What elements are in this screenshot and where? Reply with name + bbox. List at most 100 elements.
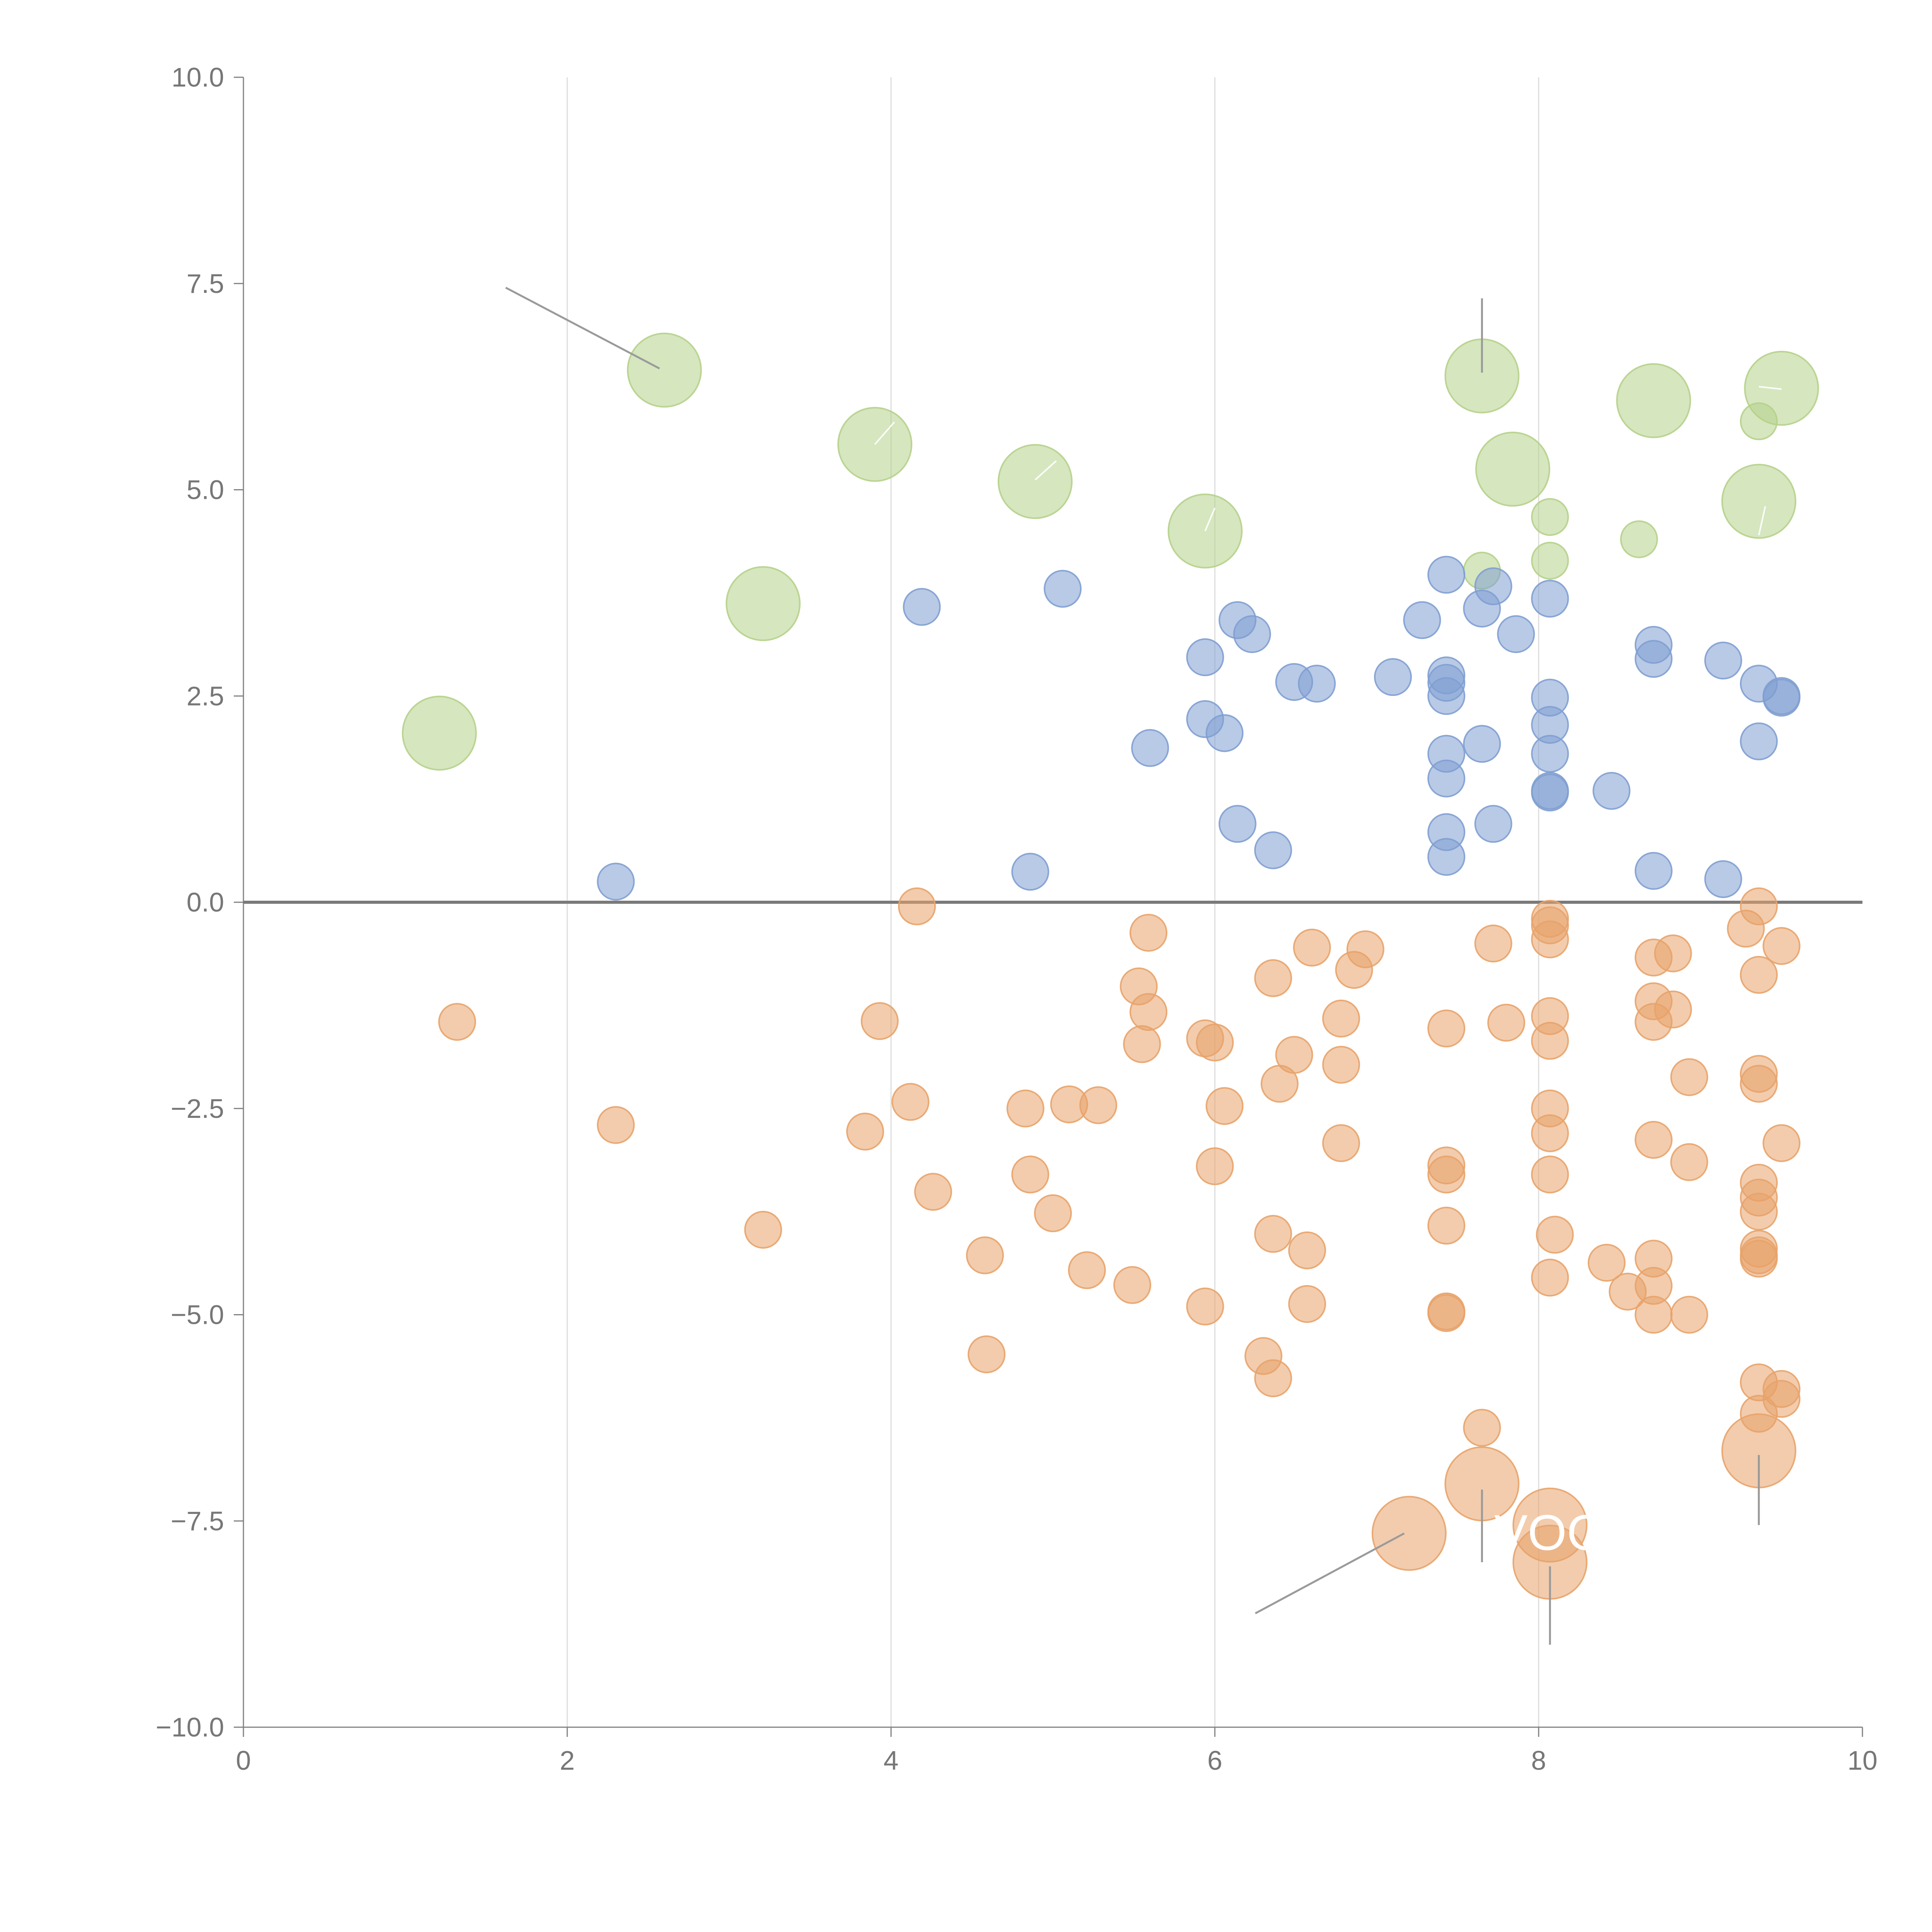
data-point — [898, 887, 936, 925]
annotation-leader — [1034, 460, 1057, 481]
y-tick-label: −7.5 — [171, 1506, 224, 1536]
annotation-leader — [505, 287, 660, 369]
data-point — [1531, 774, 1569, 812]
data-point — [1474, 805, 1512, 843]
data-point — [1254, 1359, 1292, 1397]
data-point — [1531, 1022, 1569, 1060]
data-point — [1293, 929, 1331, 967]
data-point — [1531, 735, 1569, 773]
data-point — [1254, 1215, 1292, 1253]
x-tick-label: 2 — [560, 1745, 575, 1776]
data-point — [1531, 1114, 1569, 1152]
axes: 10.0 7.5 5.0 2.5 0.0 −2.5 −5.0 −7.5 −10.0 0 2 4 6 8 10 — [156, 62, 1878, 1776]
data-point — [1497, 615, 1535, 653]
data-point — [1322, 1046, 1360, 1084]
data-point — [1740, 722, 1778, 760]
annotation-leaders — [505, 287, 1782, 1645]
series-small-negative — [438, 887, 1801, 1447]
data-point — [1322, 1124, 1360, 1162]
data-point — [1275, 1036, 1313, 1074]
data-point — [1740, 1192, 1778, 1231]
data-point — [401, 696, 477, 771]
x-tick-label: 8 — [1531, 1745, 1546, 1776]
data-point — [627, 332, 702, 408]
data-point — [1346, 930, 1384, 968]
data-point — [1762, 1124, 1801, 1162]
data-point — [1068, 1251, 1106, 1289]
data-point — [1196, 1023, 1234, 1061]
data-point — [1288, 1285, 1326, 1323]
data-point — [1670, 1296, 1708, 1334]
y-tick-label: 10.0 — [172, 62, 224, 92]
annotation-leader — [1759, 386, 1782, 390]
annotation-labels: VOG — [1494, 1504, 1606, 1561]
data-point — [1044, 570, 1082, 608]
data-point — [1531, 542, 1569, 580]
series-small-positive-green — [1463, 402, 1778, 590]
data-point — [1427, 1294, 1466, 1332]
data-point — [1654, 934, 1692, 973]
data-point — [1616, 363, 1691, 438]
data-point — [1129, 913, 1168, 952]
data-point — [1487, 1003, 1526, 1042]
data-point — [1654, 990, 1692, 1029]
annotation-label: VOG — [1494, 1504, 1606, 1561]
data-point — [1427, 1009, 1466, 1048]
data-point — [1322, 1000, 1360, 1038]
data-point — [1186, 1287, 1224, 1326]
data-point — [1403, 601, 1441, 639]
x-tick-label: 10 — [1847, 1745, 1878, 1776]
annotation-leader — [1204, 507, 1216, 532]
data-point — [1740, 956, 1778, 994]
data-point — [597, 862, 635, 901]
data-point — [1531, 1259, 1569, 1297]
data-point — [968, 1335, 1006, 1373]
data-point — [1531, 580, 1569, 618]
data-point — [1131, 729, 1169, 767]
data-point — [1474, 924, 1512, 963]
data-point — [1206, 714, 1244, 752]
data-point — [1740, 1240, 1778, 1278]
data-point — [1298, 665, 1336, 703]
data-point — [1536, 1216, 1574, 1254]
data-point — [903, 588, 941, 626]
series-small-positive — [597, 556, 1801, 901]
data-point — [1374, 658, 1412, 696]
y-tick-label: 7.5 — [187, 269, 224, 299]
data-point — [966, 1236, 1004, 1274]
y-tick-label: 2.5 — [187, 681, 224, 711]
annotation-leader — [874, 422, 895, 445]
data-point — [1186, 638, 1224, 676]
data-point — [1475, 432, 1550, 507]
data-point — [1196, 1147, 1234, 1185]
data-point — [1634, 1121, 1673, 1159]
data-point — [1620, 520, 1658, 558]
x-tick-label: 4 — [884, 1745, 899, 1776]
annotation-leader — [1255, 1532, 1405, 1614]
data-point — [846, 1112, 884, 1151]
data-points — [401, 332, 1819, 1600]
data-point — [1129, 993, 1168, 1031]
data-point — [438, 1003, 476, 1041]
data-point — [1704, 641, 1742, 680]
data-point — [1762, 679, 1801, 717]
data-point — [1634, 852, 1673, 890]
series-large-positive — [401, 332, 1819, 771]
data-point — [1740, 402, 1778, 440]
data-point — [725, 566, 801, 641]
data-point — [1371, 1496, 1447, 1571]
data-point — [1721, 464, 1796, 539]
data-point — [1670, 1143, 1708, 1181]
data-point — [1233, 615, 1271, 653]
y-tick-label: 0.0 — [187, 887, 224, 917]
data-point — [1113, 1266, 1151, 1304]
data-point — [1427, 556, 1466, 594]
data-point — [891, 1083, 930, 1121]
data-point — [1634, 640, 1673, 678]
data-point — [1034, 1194, 1072, 1232]
data-point — [1427, 759, 1466, 798]
data-point — [1079, 1086, 1117, 1124]
data-point — [997, 444, 1073, 519]
data-point — [1006, 1089, 1044, 1128]
data-point — [1206, 1087, 1244, 1125]
